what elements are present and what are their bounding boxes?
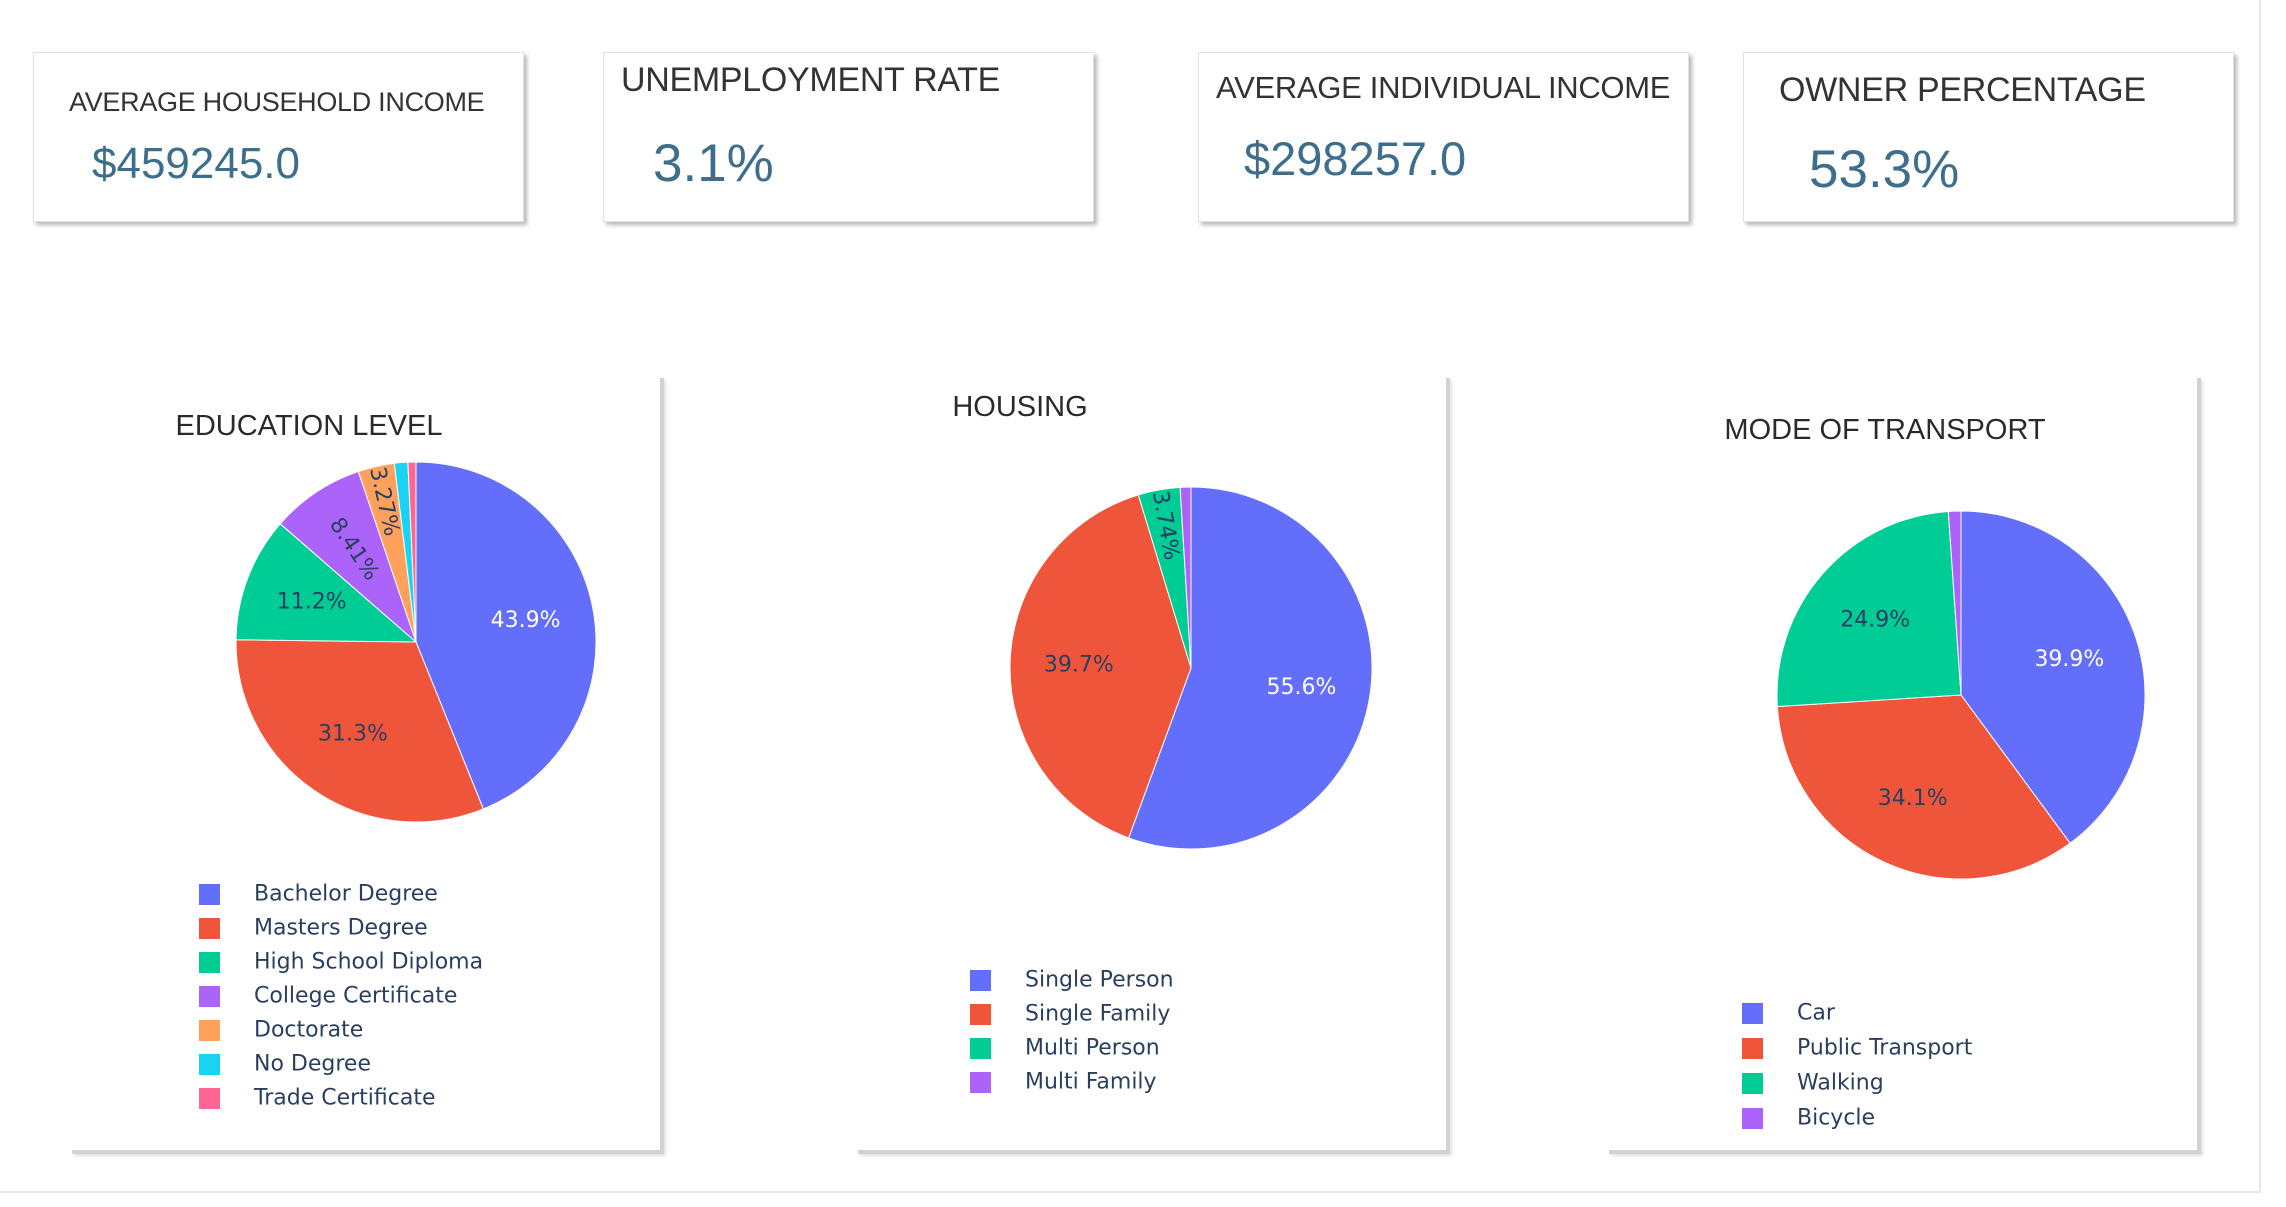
- legend-swatch[interactable]: [199, 918, 220, 939]
- mode-of-transport-chart: MODE OF TRANSPORT 39.9% 34.1% 24.9% Car Publi…: [1724, 414, 2146, 1131]
- transport-panel: MODE OF TRANSPORT 39.9% 34.1% 24.9% Car Publi…: [1609, 378, 2201, 1154]
- slice-label: 55.6%: [1267, 675, 1337, 700]
- slice-label: 11.2%: [277, 590, 347, 615]
- legend-item[interactable]: Masters Degree: [254, 916, 428, 941]
- pie-slice[interactable]: [235, 639, 484, 823]
- slice-label: 31.3%: [318, 722, 388, 747]
- legend-item[interactable]: Bicycle: [1797, 1106, 1875, 1131]
- kpi-value: 53.3%: [1809, 140, 1960, 199]
- legend-swatch[interactable]: [970, 1004, 991, 1025]
- chart-title: HOUSING: [952, 391, 1087, 423]
- legend-item[interactable]: Bachelor Degree: [254, 882, 438, 907]
- kpi-title: OWNER PERCENTAGE: [1779, 71, 2146, 109]
- legend-swatch[interactable]: [1742, 1108, 1763, 1129]
- legend-item[interactable]: Single Family: [1025, 1002, 1170, 1027]
- education-level-chart: EDUCATION LEVEL43.9%31.3%11.2%8.41%3.27%…: [176, 410, 597, 1111]
- slice-label: 34.1%: [1878, 786, 1948, 811]
- legend-swatch[interactable]: [1742, 1038, 1763, 1059]
- legend-item[interactable]: College Certificate: [254, 984, 457, 1009]
- legend-swatch[interactable]: [199, 952, 220, 973]
- kpi-card-owner-percentage: OWNER PERCENTAGE 53.3%: [1743, 52, 2234, 222]
- kpi-value: $459245.0: [92, 139, 300, 188]
- legend-item[interactable]: No Degree: [254, 1052, 371, 1077]
- legend-item[interactable]: High School Diploma: [254, 950, 483, 975]
- pie-slice[interactable]: [1947, 510, 1962, 696]
- pie-slice[interactable]: [1127, 486, 1373, 850]
- kpi-title: AVERAGE HOUSEHOLD INCOME: [69, 87, 485, 117]
- slice-label: 39.7%: [1044, 652, 1114, 677]
- legend-item[interactable]: Public Transport: [1797, 1036, 1973, 1061]
- pie-slice[interactable]: [1960, 510, 2146, 844]
- kpi-card-individual-income: AVERAGE INDIVIDUAL INCOME $298257.0: [1198, 52, 1689, 222]
- kpi-value: 3.1%: [653, 134, 774, 193]
- legend-swatch[interactable]: [1742, 1003, 1763, 1024]
- legend-item[interactable]: Car: [1797, 1001, 1836, 1026]
- legend-swatch[interactable]: [970, 970, 991, 991]
- slice-label: 39.9%: [2034, 647, 2104, 672]
- legend-swatch[interactable]: [970, 1038, 991, 1059]
- kpi-title: AVERAGE INDIVIDUAL INCOME: [1216, 70, 1671, 105]
- education-level-panel: EDUCATION LEVEL 43.9% 31.3% 11.2% 8.41% 3.27%…: [72, 378, 664, 1154]
- legend-swatch[interactable]: [1742, 1073, 1763, 1094]
- kpi-title: UNEMPLOYMENT RATE: [621, 61, 1001, 99]
- pie-slice[interactable]: [415, 461, 597, 810]
- legend-swatch[interactable]: [199, 1088, 220, 1109]
- slice-label: 24.9%: [1840, 607, 1910, 632]
- kpi-card-household-income: AVERAGE HOUSEHOLD INCOME $459245.0: [33, 52, 524, 222]
- chart-title: EDUCATION LEVEL: [176, 410, 443, 442]
- legend-item[interactable]: Trade Certificate: [253, 1086, 436, 1111]
- legend-swatch[interactable]: [970, 1072, 991, 1093]
- pie-slice[interactable]: [1776, 510, 1962, 708]
- legend-item[interactable]: Doctorate: [254, 1018, 363, 1043]
- legend-item[interactable]: Walking: [1797, 1071, 1884, 1096]
- pie-slice[interactable]: [1009, 494, 1192, 839]
- page-border-right: [2259, 0, 2261, 1193]
- legend-item[interactable]: Single Person: [1025, 968, 1174, 993]
- slice-label: 43.9%: [491, 608, 561, 633]
- legend-swatch[interactable]: [199, 986, 220, 1007]
- pie-slice[interactable]: [407, 461, 417, 643]
- legend-item[interactable]: Multi Person: [1025, 1036, 1160, 1061]
- housing-panel: HOUSING 55.6% 39.7% 3.74% Single Person Singl…: [858, 378, 1450, 1154]
- kpi-value: $298257.0: [1244, 132, 1467, 185]
- legend-swatch[interactable]: [199, 1054, 220, 1075]
- chart-title: MODE OF TRANSPORT: [1724, 414, 2045, 446]
- pie-slice[interactable]: [235, 523, 418, 643]
- kpi-card-unemployment-rate: UNEMPLOYMENT RATE 3.1%: [603, 52, 1094, 222]
- page-border-bottom: [0, 1191, 2261, 1193]
- pie-slice[interactable]: [279, 470, 418, 644]
- legend-item[interactable]: Multi Family: [1025, 1070, 1157, 1095]
- legend-swatch[interactable]: [199, 1020, 220, 1041]
- pie-slice[interactable]: [1179, 486, 1192, 669]
- legend-swatch[interactable]: [199, 884, 220, 905]
- pie-slice[interactable]: [1776, 694, 2071, 880]
